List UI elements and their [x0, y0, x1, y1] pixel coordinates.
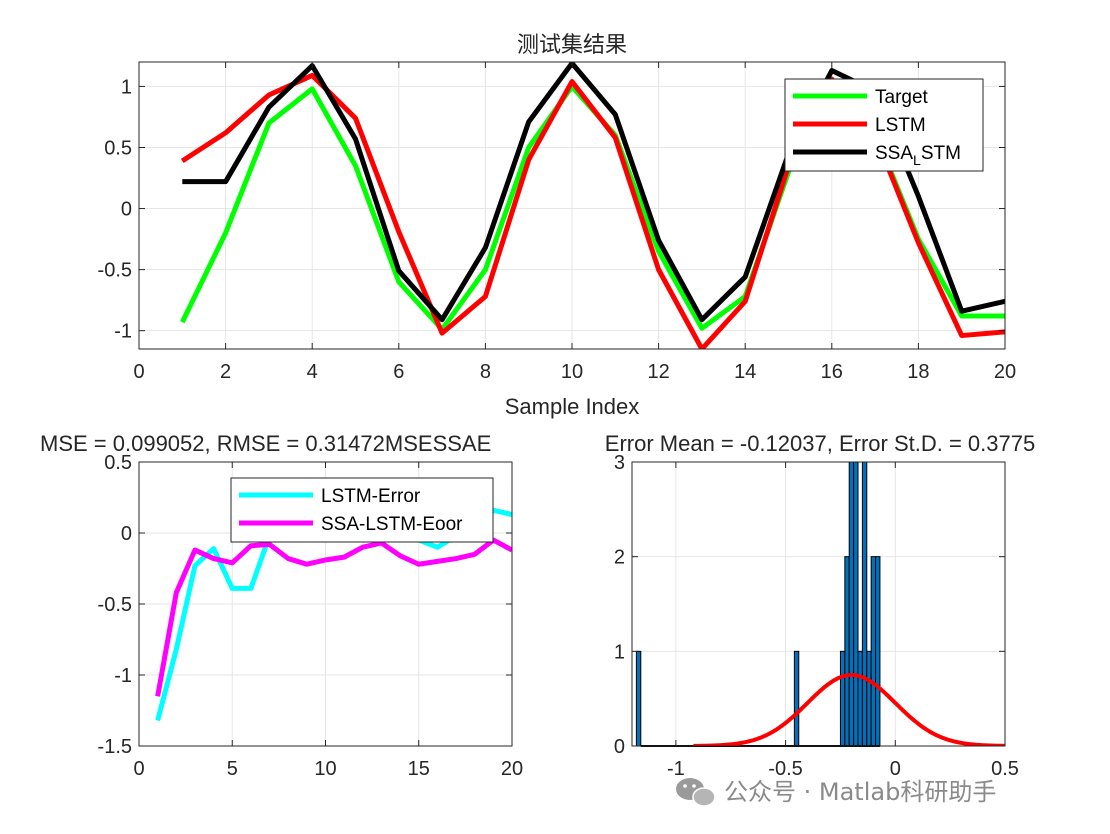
x-tick-label: 18: [907, 361, 929, 383]
histogram-bar: [635, 650, 642, 747]
plot-area: [632, 462, 1005, 746]
x-tick-label: 10: [314, 758, 336, 780]
y-tick-label: -0.5: [98, 260, 132, 282]
y-tick-label: -1: [114, 321, 132, 343]
y-tick-label: -1.5: [98, 736, 132, 758]
x-tick-label: 6: [393, 361, 404, 383]
histogram-bar: [844, 556, 850, 747]
y-tick-label: -1: [114, 665, 132, 687]
legend-label: SSA-LSTM-Eoor: [321, 514, 463, 535]
x-tick-label: 0: [133, 758, 144, 780]
histogram-bar: [857, 650, 863, 747]
legend-label: SSALSTM: [875, 143, 961, 168]
y-tick-label: -0.5: [98, 594, 132, 616]
y-tick-label: 3: [614, 452, 625, 474]
error-chart-title: MSE = 0.099052, RMSE = 0.31472MSESSAE: [40, 431, 491, 456]
histogram-bar: [853, 461, 859, 747]
y-tick-label: 2: [614, 547, 625, 569]
histogram-chart-title: Error Mean = -0.12037, Error St.D. = 0.3…: [605, 431, 1035, 456]
y-tick-label: 0: [121, 199, 132, 221]
histogram-bar: [870, 556, 877, 747]
legend-box: [230, 477, 494, 543]
x-tick-label: 20: [994, 361, 1016, 383]
legend-label: LSTM: [875, 115, 926, 136]
histogram-bar: [875, 556, 881, 747]
y-tick-label: 1: [121, 76, 132, 98]
normal-fit-curve: [693, 673, 1005, 746]
x-tick-label: 0.5: [991, 758, 1019, 780]
x-tick-label: -0.5: [768, 758, 802, 780]
histogram-bar: [861, 461, 868, 747]
x-tick-label: 10: [561, 361, 583, 383]
error-histogram-chart: -1 -0.5 0 0.5 0 1 2 3: [614, 452, 1019, 780]
x-tick-label: -1: [667, 758, 685, 780]
x-tick-label: 8: [480, 361, 491, 383]
histogram-bar: [848, 461, 855, 747]
top-line-chart: 0 2 4 6 8 10 12 14 16 18 20 -1 -0.5 0 0.5 1 Target LSTM SS…: [98, 61, 1016, 383]
x-tick-label: 12: [647, 361, 669, 383]
histogram-bar: [866, 650, 872, 747]
top-chart-xlabel: Sample Index: [505, 394, 640, 419]
x-tick-label: 0: [133, 361, 144, 383]
histogram-bar: [839, 650, 846, 747]
axes-frame: [631, 461, 1006, 747]
watermark-text: 公众号 · Matlab科研助手: [724, 778, 996, 806]
y-tick-label: 1: [614, 641, 625, 663]
legend-label: LSTM-Error: [321, 486, 421, 507]
y-tick-label: 0.5: [104, 137, 132, 159]
histogram-bar: [793, 650, 800, 747]
x-tick-label: 15: [408, 758, 430, 780]
y-tick-label: 0: [614, 736, 625, 758]
legend-label: Target: [875, 87, 929, 108]
series-line: [155, 537, 512, 697]
x-tick-label: 14: [734, 361, 756, 383]
x-tick-label: 2: [220, 361, 231, 383]
error-line-chart: 0 5 10 15 20 -1.5 -1 -0.5 0 0.5 LSTM-Error SSA-LSTM…: [98, 452, 524, 780]
x-tick-label: 0: [890, 758, 901, 780]
y-tick-label: 0.5: [104, 452, 132, 474]
wechat-icon: [676, 778, 716, 807]
y-tick-label: 0: [121, 523, 132, 545]
x-tick-label: 5: [227, 758, 238, 780]
watermark: 公众号 · Matlab科研助手: [676, 778, 996, 807]
top-chart-title: 测试集结果: [517, 33, 627, 58]
x-tick-label: 4: [307, 361, 318, 383]
x-tick-label: 20: [501, 758, 523, 780]
x-tick-label: 16: [821, 361, 843, 383]
